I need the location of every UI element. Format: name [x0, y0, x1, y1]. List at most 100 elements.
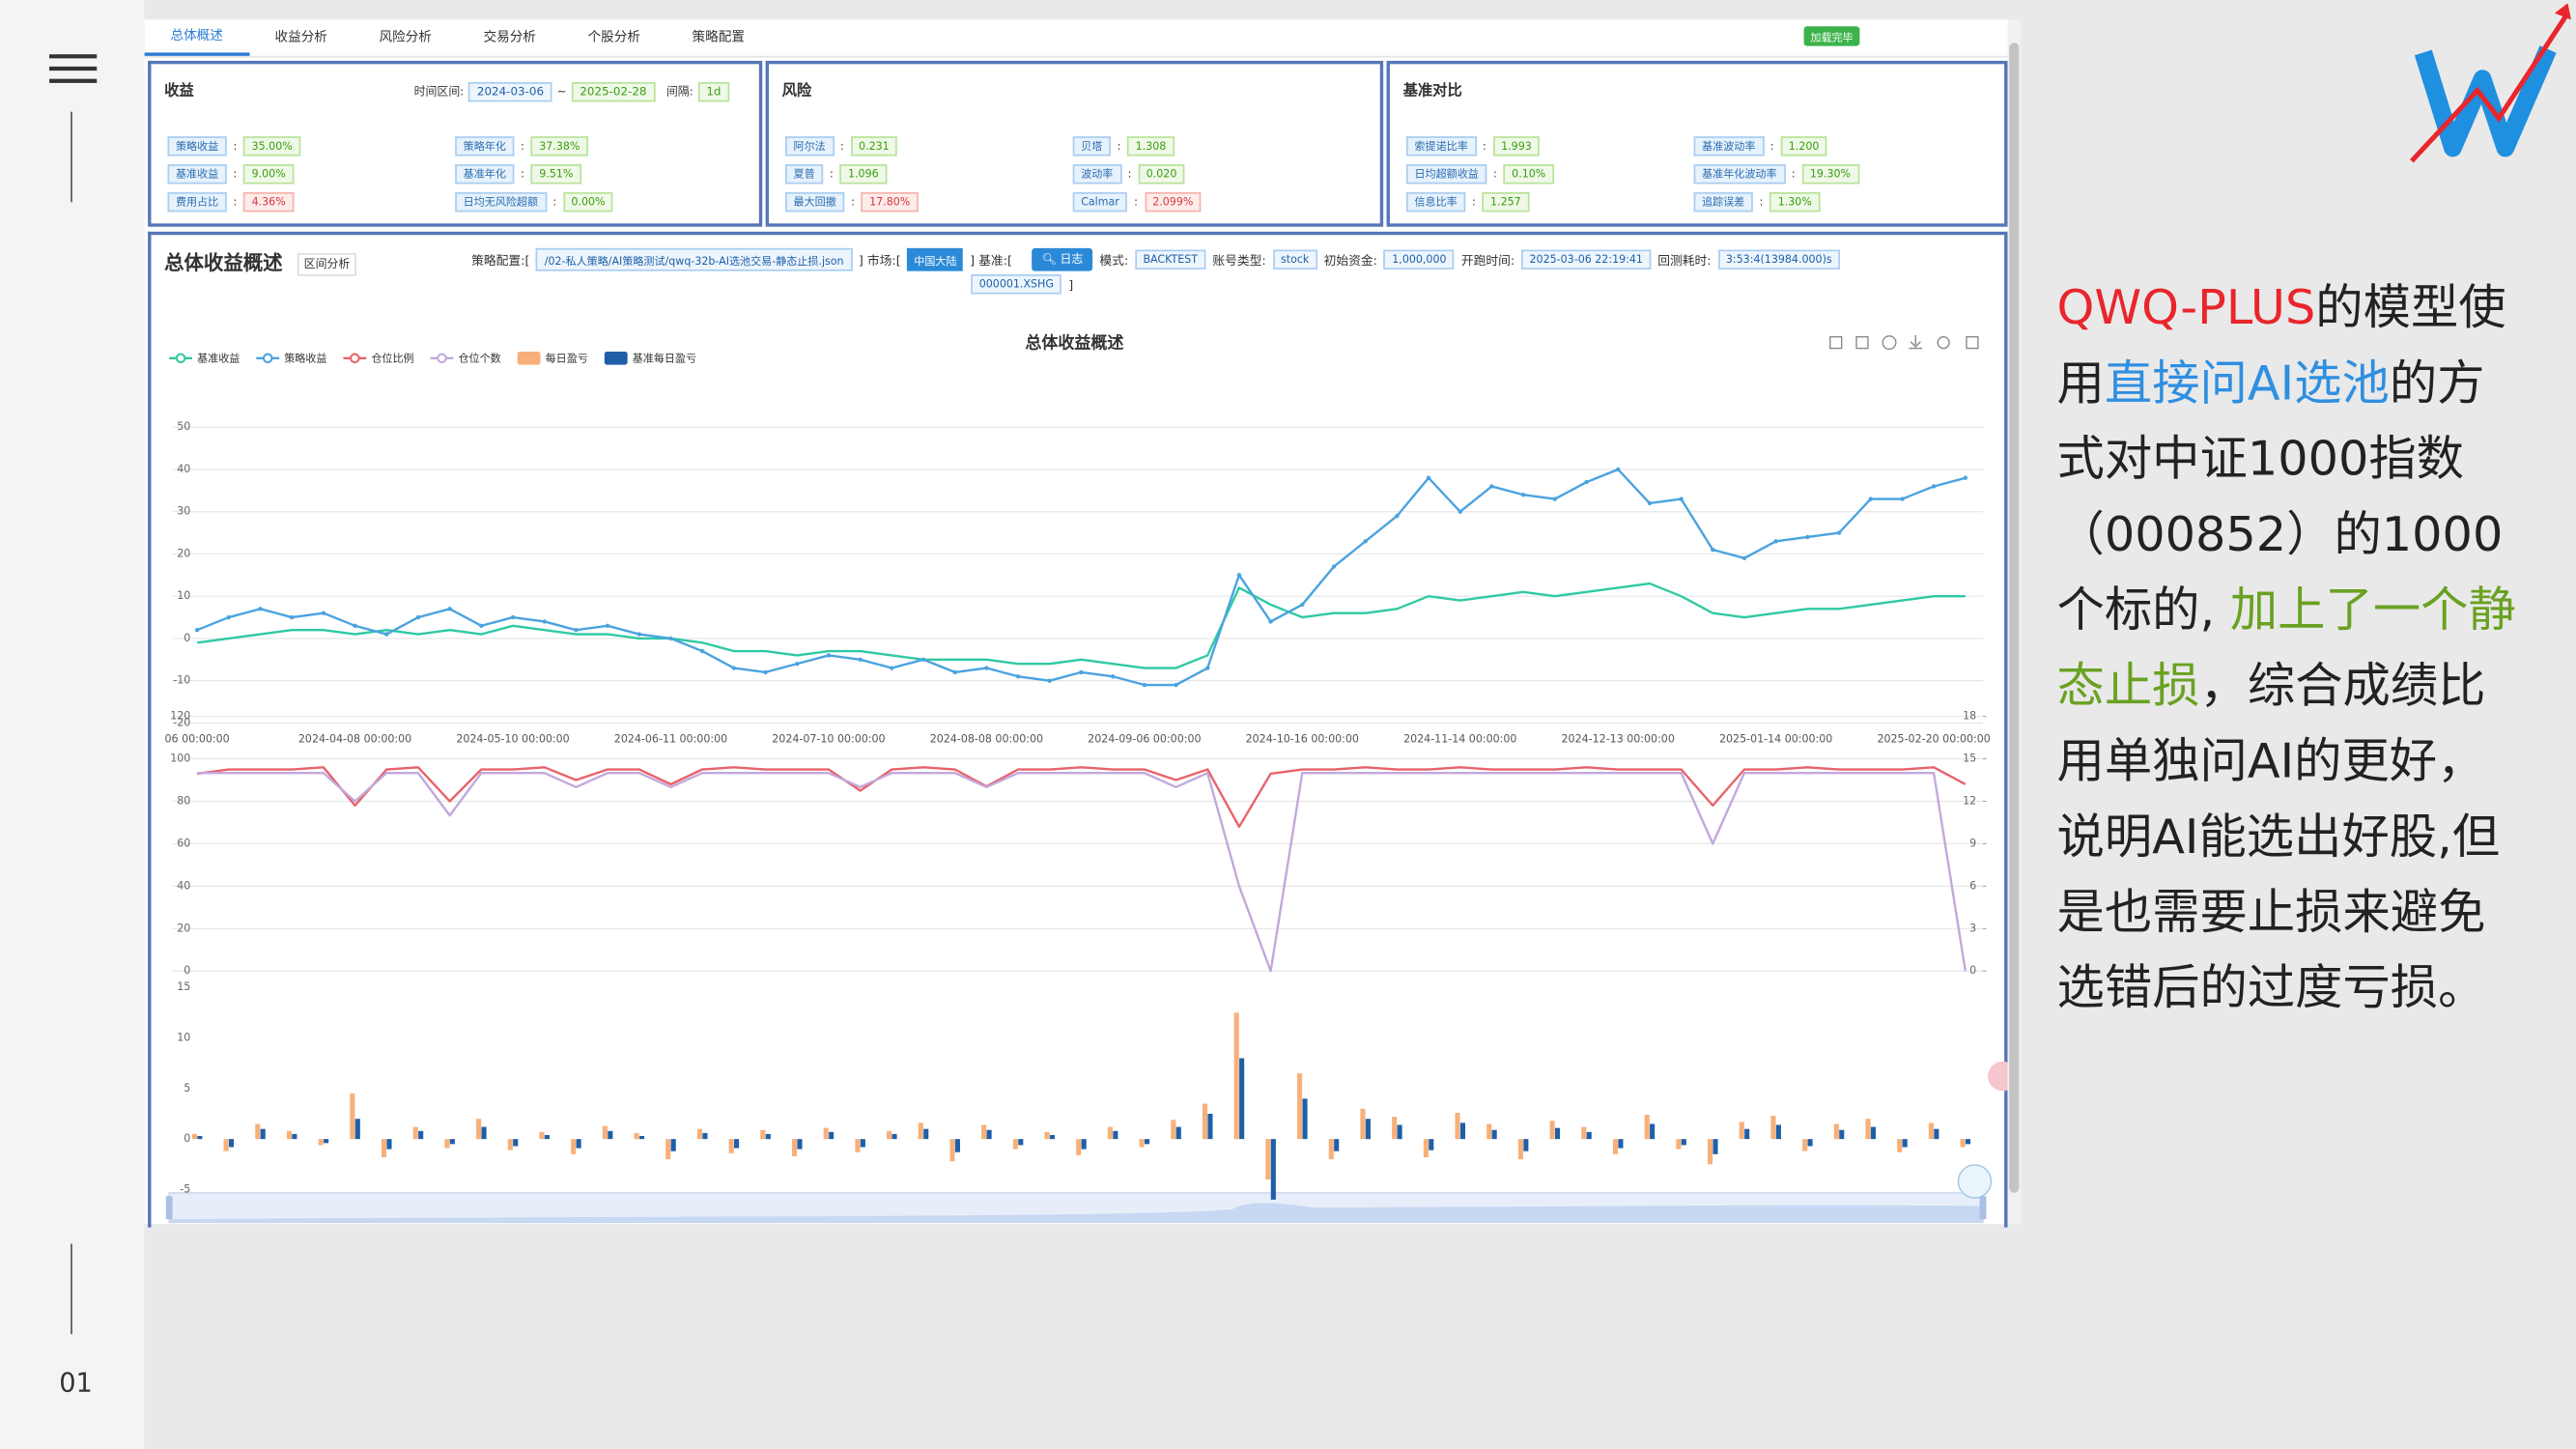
metric-value: 35.00% [243, 136, 301, 156]
metric: 日均无风险超额:0.00% [455, 192, 743, 213]
metric: 策略年化:37.38% [455, 136, 743, 156]
legend-item[interactable]: 基准收益 [169, 352, 240, 365]
bar [696, 1128, 702, 1140]
config-value: 2025-03-06 22:19:41 [1521, 249, 1652, 270]
bar [324, 1139, 329, 1144]
metric: 策略收益:35.00% [167, 136, 455, 156]
point [1363, 539, 1368, 544]
point [574, 627, 579, 633]
bar [860, 1139, 865, 1148]
y2-tick-label: 15 [1963, 753, 1976, 765]
point [1711, 547, 1715, 553]
legend-item[interactable]: 仓位比例 [343, 352, 414, 365]
bar [1807, 1139, 1813, 1147]
slide-text: QWQ-PLUS的模型使用直接问AI选池的方式对中证1000指数（000852）… [2057, 270, 2526, 1025]
metric: 最大回撤:17.80% [785, 192, 1073, 213]
tab[interactable]: 收益分析 [274, 29, 327, 44]
legend-item[interactable]: 基准每日盈亏 [604, 351, 696, 365]
range-start[interactable]: 2024-03-06 [468, 82, 552, 102]
bar [1423, 1139, 1429, 1157]
x-tick-label: 2024-05-10 00:00:00 [456, 732, 569, 745]
metric-label: 阿尔法 [785, 136, 835, 156]
text-segment: QWQ-PLUS [2056, 279, 2316, 335]
assistant-button[interactable] [1957, 1164, 1993, 1199]
bar [412, 1126, 418, 1140]
metric-label: Calmar [1072, 192, 1128, 213]
point [1615, 467, 1621, 472]
point [289, 614, 295, 620]
y-tick-label: 100 [170, 753, 190, 765]
bar [1644, 1115, 1650, 1140]
chart-title: 总体收益概述 [1025, 332, 1123, 353]
x-tick-label: 2024-06-11 00:00:00 [614, 732, 727, 745]
overview-tab[interactable]: 区间分析 [297, 252, 357, 276]
metric-sep: : [521, 139, 524, 154]
bar [1239, 1058, 1245, 1140]
menu-icon[interactable] [49, 54, 98, 84]
bar [823, 1127, 829, 1140]
tab[interactable]: 总体概述 [144, 19, 249, 56]
config-label: 回测耗时: [1657, 252, 1712, 268]
metric-value: 1.30% [1769, 192, 1821, 213]
bar [1586, 1131, 1592, 1140]
y2-tick-label: 6 [1969, 879, 1976, 892]
text-segment: 的模型使用 [2056, 279, 2506, 412]
point [1836, 530, 1842, 535]
legend-item[interactable]: 每日盈亏 [517, 352, 588, 365]
bar [197, 1136, 203, 1140]
bar [418, 1130, 424, 1140]
y-tick-label: 0 [184, 632, 190, 644]
chart-toolbar[interactable] [1829, 334, 1979, 351]
legend-label: 基准收益 [197, 352, 240, 365]
bar [1965, 1139, 1971, 1145]
bar [1833, 1123, 1839, 1140]
metrics: 索提诺比率:1.993 基准波动率:1.200 日均超额收益:0.10% 基准年化波动… [1405, 136, 1982, 213]
bar [228, 1139, 235, 1148]
tab[interactable]: 个股分析 [587, 29, 640, 44]
bar [1171, 1120, 1176, 1140]
bar [513, 1139, 519, 1147]
y-tick-label: 0 [184, 964, 190, 977]
point [1395, 513, 1400, 519]
bar [602, 1125, 608, 1140]
scroll-thumb[interactable] [2009, 43, 2020, 1193]
legend-item[interactable]: 仓位个数 [430, 352, 501, 365]
point [605, 623, 610, 629]
log-button[interactable]: 🔍︎ 日志 [1032, 247, 1093, 271]
bar [223, 1139, 229, 1151]
interval[interactable]: 1d [697, 82, 729, 102]
panel-title: 风险 [781, 83, 812, 100]
bar [1491, 1129, 1497, 1140]
legend-label: 仓位个数 [458, 352, 500, 365]
series-line [196, 582, 1966, 669]
tab[interactable]: 策略配置 [692, 29, 745, 44]
range-end[interactable]: 2025-02-28 [571, 82, 655, 102]
series-line [196, 468, 1967, 687]
legend-swatch [604, 351, 628, 365]
point [826, 653, 832, 658]
tab[interactable]: 交易分析 [483, 29, 536, 44]
zoom-slider[interactable] [165, 1192, 1987, 1224]
bar [1581, 1126, 1587, 1140]
metric: 贝塔:1.308 [1072, 136, 1361, 156]
point [763, 669, 768, 675]
metric-sep: : [840, 139, 844, 154]
button-label[interactable]: 日志 [1060, 252, 1084, 267]
bar [571, 1139, 577, 1154]
bar [1612, 1139, 1619, 1154]
metric-sep: : [1134, 195, 1138, 210]
config-label: 策略配置:[ [471, 252, 530, 268]
legend-swatch [437, 353, 447, 364]
metric: 追踪误差:1.30% [1693, 192, 1982, 213]
bar [191, 1133, 197, 1140]
bar [444, 1139, 450, 1149]
y-tick-label: -10 [173, 674, 190, 687]
bar [381, 1139, 387, 1157]
x-tick-label: 2024-10-16 00:00:00 [1246, 732, 1359, 745]
bar [544, 1134, 550, 1140]
tab[interactable]: 风险分析 [379, 29, 432, 44]
config-label: 账号类型: [1212, 252, 1266, 268]
metric-value: 9.00% [243, 164, 295, 185]
legend-item[interactable]: 策略收益 [256, 352, 326, 365]
bar [734, 1139, 740, 1149]
